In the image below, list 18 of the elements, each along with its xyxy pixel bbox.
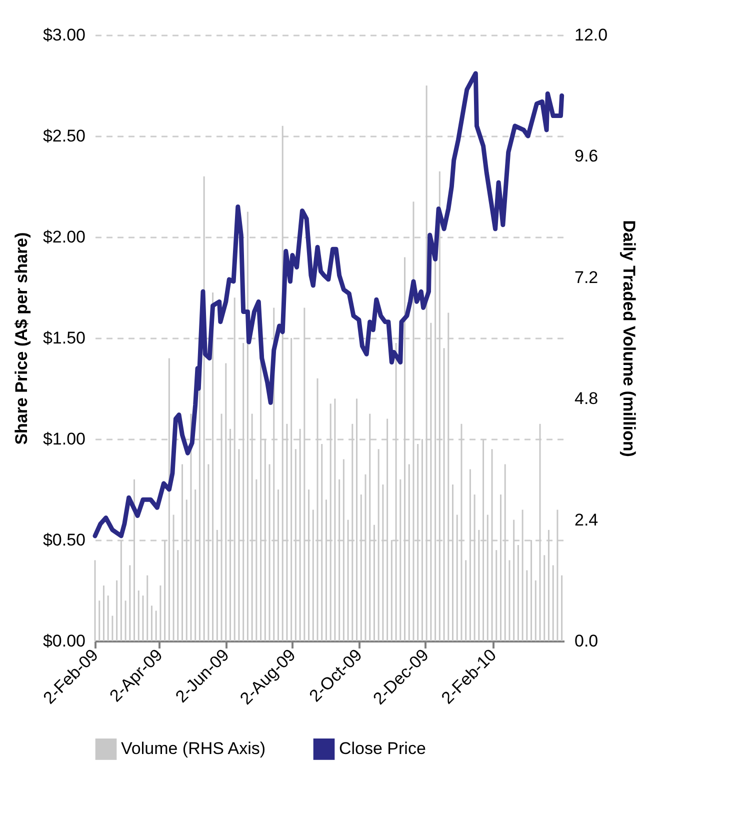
y-tick-label: $2.50 [42,126,86,146]
y-tick-label: $0.50 [42,530,86,550]
y2-tick-label: 4.8 [574,389,598,408]
y-tick-label: $1.50 [42,328,86,348]
y-tick-label: $3.00 [42,26,86,44]
y-tick-label: $1.00 [42,430,86,448]
y-tick-label: $0.00 [42,632,86,650]
legend-label: Volume (RHS Axis) [121,739,266,758]
y2-tick-label: 7.2 [574,268,598,287]
y2-axis-title: Daily Traded Volume (million) [620,220,639,457]
y2-tick-label: 9.6 [574,146,598,166]
y2-tick-label: 0.0 [574,632,598,650]
line-series [92,71,564,538]
y2-tick-label: 2.4 [574,510,598,530]
y-tick-label: $2.00 [42,228,86,246]
y2-tick-label: 12.0 [574,26,608,44]
legend-label: Close Price [339,739,426,758]
y-axis-title: Share Price (A$ per share) [12,232,31,445]
